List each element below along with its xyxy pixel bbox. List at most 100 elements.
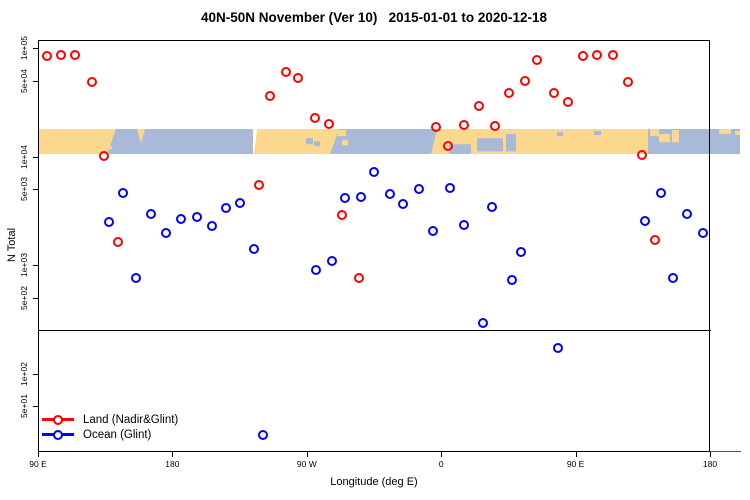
data-point-land <box>474 101 484 111</box>
y-tick <box>33 80 38 82</box>
data-point-land <box>324 119 335 130</box>
data-point-ocean <box>311 265 322 275</box>
ocean-region-mediterranean <box>449 144 471 155</box>
land-region-island <box>719 128 731 134</box>
data-point-land <box>281 67 291 77</box>
data-point-ocean <box>103 217 114 227</box>
data-point-ocean <box>428 225 438 236</box>
ocean-region-great-lakes <box>306 137 313 145</box>
land-region-north-america <box>254 128 339 155</box>
land-region-island <box>650 128 659 136</box>
x-tick <box>172 452 174 457</box>
data-point-ocean <box>398 199 408 209</box>
land-region-island <box>659 133 670 142</box>
data-point-land <box>650 235 660 245</box>
data-point-land <box>504 88 514 98</box>
data-point-land <box>459 120 469 130</box>
data-point-land <box>87 77 98 87</box>
legend-item-land: Land (Nadir&Glint) <box>42 412 178 427</box>
data-point-ocean <box>192 212 202 222</box>
y-axis-title: N Total <box>6 227 18 263</box>
data-point-land <box>563 97 573 107</box>
data-point-land <box>490 121 500 131</box>
x-tick <box>441 452 443 457</box>
data-point-ocean <box>656 188 666 198</box>
ocean-series-marker-icon <box>42 429 74 441</box>
data-point-ocean <box>356 192 366 202</box>
data-point-land <box>337 210 347 220</box>
ocean-region-lake <box>594 130 601 135</box>
land-region-kamchatka <box>137 128 145 144</box>
data-point-ocean <box>327 255 337 266</box>
data-point-land <box>520 75 530 86</box>
legend-label-land: Land (Nadir&Glint) <box>83 413 179 426</box>
data-point-land <box>99 151 109 161</box>
data-point-ocean <box>161 228 171 239</box>
y-tick-label: 1e+04 <box>19 144 29 169</box>
ocean-region-great-lakes <box>314 140 320 147</box>
land-region-newfoundland <box>338 129 346 136</box>
data-point-ocean <box>682 209 692 219</box>
land-region-japan <box>108 146 112 150</box>
data-point-land <box>548 88 559 98</box>
ocean-region-black-sea <box>477 137 503 152</box>
data-point-ocean <box>413 184 424 194</box>
x-tick <box>38 452 39 457</box>
data-point-land <box>310 113 320 124</box>
data-point-ocean <box>445 183 455 193</box>
data-point-land <box>607 50 618 61</box>
data-point-ocean <box>221 203 231 213</box>
x-tick-label: 180 <box>702 459 718 469</box>
x-axis-extension <box>710 451 741 452</box>
data-point-ocean <box>118 188 128 198</box>
data-point-land <box>592 50 602 61</box>
data-point-land <box>532 55 543 65</box>
x-tick <box>575 452 577 457</box>
data-point-ocean <box>176 213 187 224</box>
data-point-land <box>56 50 66 61</box>
y-tick-label: 5e+03 <box>19 177 29 202</box>
y-tick <box>33 189 38 191</box>
data-point-ocean <box>235 198 245 208</box>
data-point-ocean <box>340 193 350 204</box>
plot-area <box>38 40 710 452</box>
x-axis-title: Longitude (deg E) <box>330 476 418 488</box>
data-point-ocean <box>258 430 268 441</box>
x-tick-label: 90 E <box>29 459 47 469</box>
land-region-asia-east <box>38 128 116 155</box>
data-point-land <box>443 141 454 151</box>
ocean-region-caspian <box>506 133 516 152</box>
data-point-ocean <box>507 274 517 285</box>
data-point-land <box>623 77 633 87</box>
x-tick-label: 90 E <box>566 459 585 469</box>
data-point-land <box>354 272 365 283</box>
data-point-ocean <box>248 244 259 255</box>
chart-title: 40N-50N November (Ver 10) 2015-01-01 to … <box>201 10 547 25</box>
map-seam <box>253 128 257 155</box>
land-series-marker-icon <box>42 414 74 426</box>
y-tick-label: 1e+03 <box>19 253 29 277</box>
data-point-land <box>431 122 441 132</box>
data-point-ocean <box>369 167 379 177</box>
data-point-ocean <box>553 342 563 353</box>
y-tick <box>33 373 38 375</box>
land-region-nova-scotia <box>342 139 348 146</box>
y-tick <box>33 406 38 408</box>
x-tick-label: 180 <box>165 459 180 469</box>
data-point-ocean <box>640 215 650 226</box>
data-point-ocean <box>668 272 678 283</box>
y-tick-label: 5e+01 <box>19 394 29 419</box>
legend-item-ocean: Ocean (Glint) <box>42 427 178 442</box>
data-point-ocean <box>207 221 217 231</box>
legend: Land (Nadir&Glint) Ocean (Glint) <box>42 412 178 442</box>
x-tick-label: 0 <box>438 459 444 469</box>
data-point-ocean <box>131 272 141 283</box>
y-tick-label: 5e+04 <box>19 68 29 93</box>
y-tick <box>33 265 38 266</box>
data-point-land <box>637 150 648 161</box>
data-point-ocean <box>146 209 156 219</box>
y-tick-label: 1e+02 <box>19 361 29 386</box>
data-point-ocean <box>515 246 526 257</box>
data-point-land <box>254 180 264 190</box>
